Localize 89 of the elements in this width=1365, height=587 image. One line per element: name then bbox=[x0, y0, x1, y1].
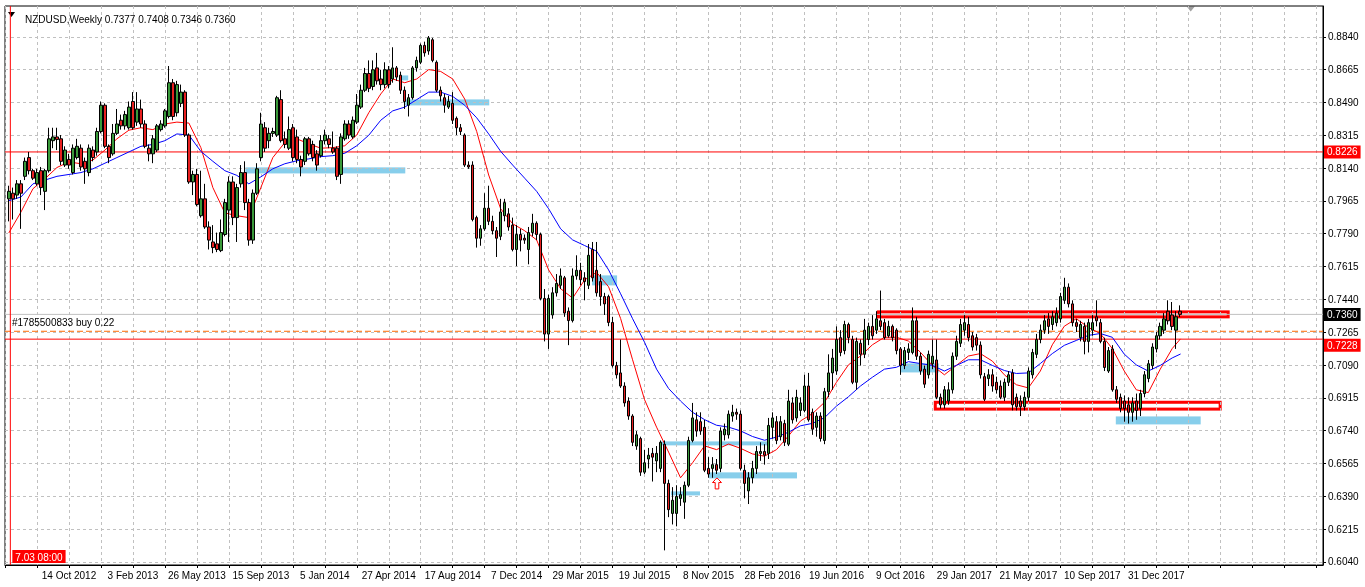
y-tick-label: 0.6565 bbox=[1328, 458, 1360, 470]
candlestick bbox=[651, 447, 654, 483]
candlestick bbox=[999, 379, 1002, 400]
y-tick-label: 0.6915 bbox=[1328, 392, 1360, 404]
candlestick bbox=[775, 415, 778, 445]
ref-line-label: #1785500833 buy 0.22 bbox=[12, 316, 115, 328]
candlestick bbox=[795, 389, 798, 423]
candlestick bbox=[983, 372, 986, 402]
x-tick-label: 9 Oct 2016 bbox=[875, 569, 926, 581]
candlestick bbox=[7, 185, 11, 222]
candlestick bbox=[347, 119, 351, 140]
candlestick bbox=[663, 439, 666, 551]
candlestick bbox=[1011, 368, 1014, 411]
y-tick-label: 0.8140 bbox=[1328, 162, 1360, 174]
ref-line-label: 0.7360 bbox=[1327, 308, 1359, 320]
y-tick-label: 0.8665 bbox=[1328, 64, 1360, 76]
candlestick bbox=[1087, 318, 1090, 353]
candlestick bbox=[711, 456, 714, 479]
x-tick-label: 7 Dec 2014 bbox=[491, 569, 543, 581]
candlestick bbox=[1083, 322, 1086, 355]
candlestick bbox=[391, 46, 394, 84]
candlestick bbox=[279, 89, 283, 144]
x-tick-label: 14 Oct 2012 bbox=[41, 569, 97, 581]
candlestick bbox=[871, 314, 874, 341]
candlestick bbox=[443, 93, 446, 114]
candlestick bbox=[1095, 299, 1098, 327]
ref-line-label: 0.7228 bbox=[1327, 339, 1359, 351]
candlestick bbox=[887, 320, 890, 339]
y-tick-label: 0.6040 bbox=[1328, 556, 1360, 568]
candlestick bbox=[739, 409, 742, 471]
candlestick bbox=[1051, 310, 1054, 331]
candlestick bbox=[71, 143, 75, 175]
x-tick-label: 5 Jan 2014 bbox=[300, 569, 350, 581]
candlestick bbox=[1131, 396, 1134, 423]
candlestick bbox=[367, 59, 371, 93]
x-tick-label: 29 Jan 2017 bbox=[936, 569, 993, 581]
candlestick bbox=[843, 320, 846, 355]
y-tick-label: 0.7790 bbox=[1328, 228, 1360, 240]
candlestick bbox=[675, 484, 678, 527]
candlestick bbox=[1123, 394, 1126, 423]
ref-line-label: 7.03 08:00 bbox=[15, 551, 64, 563]
candlestick bbox=[19, 179, 23, 230]
x-tick-label: 27 Apr 2014 bbox=[361, 569, 417, 581]
candlestick bbox=[1047, 312, 1050, 335]
x-tick-label: 10 Sep 2017 bbox=[1063, 569, 1122, 581]
candlestick bbox=[431, 37, 434, 63]
x-tick-label: 21 May 2017 bbox=[999, 569, 1058, 581]
candlestick bbox=[815, 411, 818, 438]
x-tick-label: 19 Jun 2016 bbox=[808, 569, 865, 581]
x-tick-label: 28 Feb 2016 bbox=[744, 569, 802, 581]
candlestick bbox=[227, 175, 231, 243]
x-tick-label: 15 Sep 2013 bbox=[232, 569, 290, 581]
y-tick-label: 0.7965 bbox=[1328, 195, 1360, 207]
y-tick-label: 0.8840 bbox=[1328, 31, 1360, 43]
candlestick bbox=[383, 61, 387, 89]
y-tick-label: 0.8490 bbox=[1328, 96, 1360, 108]
candlestick bbox=[1127, 396, 1130, 425]
y-tick-label: 0.7090 bbox=[1328, 359, 1360, 371]
ref-line-label: 0.8226 bbox=[1327, 146, 1359, 158]
candlestick bbox=[1019, 394, 1022, 417]
candlestick bbox=[259, 112, 263, 162]
candlestick bbox=[375, 52, 379, 86]
y-tick-label: 0.8315 bbox=[1328, 129, 1360, 141]
candlestick bbox=[1135, 393, 1138, 421]
x-tick-label: 29 Mar 2015 bbox=[552, 569, 610, 581]
candlestick bbox=[943, 385, 946, 410]
x-tick-label: 26 May 2013 bbox=[167, 569, 227, 581]
y-tick-label: 0.7615 bbox=[1328, 261, 1360, 273]
x-tick-label: 3 Feb 2013 bbox=[107, 569, 159, 581]
y-tick-label: 0.6215 bbox=[1328, 523, 1360, 535]
candlestick bbox=[787, 389, 790, 447]
candlestick bbox=[991, 368, 994, 393]
x-tick-label: 17 Aug 2014 bbox=[424, 569, 482, 581]
candlestick bbox=[211, 224, 215, 254]
y-tick-label: 0.6740 bbox=[1328, 425, 1360, 437]
candlestick bbox=[855, 337, 858, 391]
x-tick-label: 31 Dec 2017 bbox=[1127, 569, 1186, 581]
candlestick bbox=[175, 80, 179, 117]
candlestick bbox=[135, 91, 139, 127]
y-tick-label: 0.6390 bbox=[1328, 490, 1360, 502]
candlestick bbox=[727, 409, 730, 440]
text: NZDUSD,Weekly 0.7377 0.7408 0.7346 0.7360 bbox=[25, 13, 236, 25]
x-tick-label: 19 Jul 2015 bbox=[618, 569, 671, 581]
y-tick-label: 0.7440 bbox=[1328, 293, 1360, 305]
candlestick bbox=[131, 91, 135, 131]
x-tick-label: 8 Nov 2015 bbox=[682, 569, 735, 581]
y-tick-label: 0.7265 bbox=[1328, 326, 1360, 338]
candlestick bbox=[463, 132, 466, 168]
candlestick bbox=[719, 426, 722, 473]
